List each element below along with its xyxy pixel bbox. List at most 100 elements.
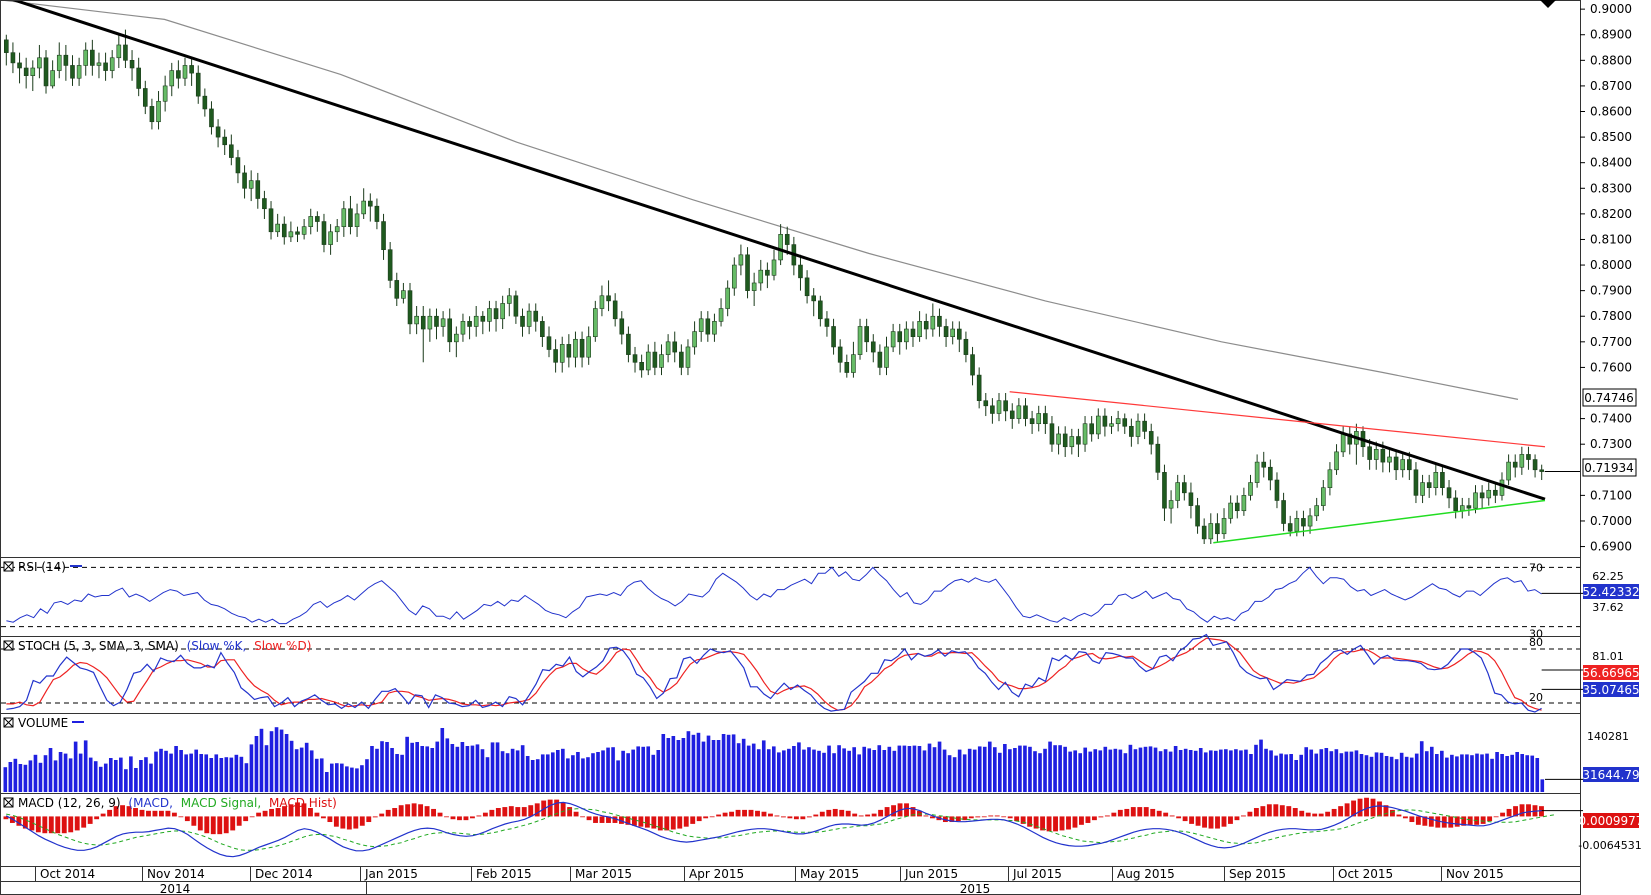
volume-bar bbox=[987, 741, 992, 792]
macd-hist-bar bbox=[1305, 812, 1311, 817]
candle-body bbox=[1413, 469, 1419, 496]
stoch-panel[interactable]: STOCH (5, 3, SMA, 3, SMA) (Slow %K, Slow… bbox=[1, 633, 1640, 713]
volume-bar bbox=[405, 736, 409, 792]
candle-body bbox=[811, 295, 817, 302]
macd-hist-bar bbox=[962, 816, 968, 821]
candle-body bbox=[361, 200, 366, 215]
volume-bar bbox=[1334, 749, 1339, 792]
rsi-close-icon[interactable] bbox=[3, 561, 14, 572]
volume-bar bbox=[88, 757, 93, 792]
candle-body bbox=[1208, 523, 1214, 540]
macd-hist-bar bbox=[606, 816, 611, 823]
candle-body bbox=[533, 310, 539, 322]
volume-bar bbox=[676, 740, 681, 792]
volume-bar bbox=[917, 746, 922, 792]
macd-panel[interactable]: MACD (12, 26, 9) (MACD, MACD Signal, MAC… bbox=[3, 796, 1644, 858]
macd-hist-bar bbox=[910, 807, 916, 817]
candle-body bbox=[540, 321, 545, 338]
macd-hist-bar bbox=[1325, 811, 1331, 817]
price-tick-label: 0.9000 bbox=[1590, 2, 1632, 16]
rsi-current-label: 52.42332 bbox=[1582, 585, 1639, 599]
month-label: Mar 2015 bbox=[575, 867, 632, 881]
candle-body bbox=[4, 39, 9, 53]
volume-bar bbox=[234, 754, 239, 792]
volume-bar bbox=[124, 769, 128, 792]
volume-bar bbox=[159, 748, 163, 792]
candle-body bbox=[1526, 454, 1531, 460]
candle-body bbox=[83, 49, 89, 66]
candle-body bbox=[321, 221, 327, 245]
volume-bar bbox=[837, 745, 841, 792]
volume-bar bbox=[972, 749, 977, 792]
macd-hist-bar bbox=[1130, 807, 1136, 817]
macd-hist-bar bbox=[722, 812, 728, 817]
candle-body bbox=[1506, 461, 1511, 481]
volume-bar bbox=[1510, 754, 1514, 792]
volume-bar bbox=[129, 756, 133, 792]
candle-body bbox=[897, 331, 903, 343]
macd-hist-bar bbox=[955, 816, 961, 822]
macd-hist-bar bbox=[891, 805, 897, 817]
volume-bar bbox=[460, 742, 465, 792]
macd-hist-bar bbox=[988, 815, 994, 817]
macd-hist-bar bbox=[625, 816, 631, 825]
volume-bar bbox=[510, 748, 515, 792]
volume-close-icon[interactable] bbox=[3, 717, 14, 728]
rsi-panel[interactable]: RSI (14) 70 30 62.25 37.62 52.42332 bbox=[1, 560, 1640, 641]
candle-body bbox=[606, 295, 611, 302]
candle-body bbox=[712, 321, 717, 335]
macd-close-icon[interactable] bbox=[3, 797, 14, 808]
macd-hist-bar bbox=[1001, 816, 1007, 818]
candle-body bbox=[96, 62, 102, 66]
month-label: Oct 2015 bbox=[1338, 867, 1393, 881]
candle-body bbox=[672, 341, 678, 353]
macd-hist-bar bbox=[424, 806, 430, 817]
volume-bar bbox=[1505, 756, 1509, 792]
candle-body bbox=[1095, 415, 1101, 435]
macd-hist-bar bbox=[81, 816, 87, 828]
macd-hist-bar bbox=[249, 816, 255, 818]
stoch-close-icon[interactable] bbox=[3, 640, 14, 651]
corner-arrow-icon[interactable] bbox=[1540, 0, 1556, 8]
candle-body bbox=[1182, 482, 1187, 494]
volume-bar bbox=[1374, 752, 1379, 792]
volume-bar bbox=[686, 731, 691, 792]
candle-body bbox=[1373, 449, 1379, 460]
candle-body bbox=[142, 88, 148, 107]
volume-bar bbox=[661, 734, 666, 792]
volume-bar bbox=[626, 753, 630, 792]
volume-bar bbox=[1023, 745, 1027, 792]
volume-bar bbox=[1294, 760, 1298, 792]
volume-bar bbox=[1234, 749, 1238, 792]
macd-hist-bar bbox=[469, 816, 475, 819]
price-tick-label: 0.7700 bbox=[1590, 335, 1632, 349]
volume-bar bbox=[1188, 750, 1193, 792]
volume-panel[interactable]: VOLUME 140281 50660 31644.79 bbox=[3, 716, 1640, 792]
candle-body bbox=[798, 264, 803, 279]
macd-hist-bar bbox=[236, 816, 242, 826]
volume-bar bbox=[98, 766, 103, 792]
volume-bar bbox=[284, 734, 289, 792]
macd-hist-bar bbox=[1351, 800, 1357, 817]
volume-bar bbox=[1073, 750, 1077, 792]
volume-bar bbox=[134, 768, 138, 792]
volume-bar bbox=[83, 740, 88, 792]
volume-bar bbox=[1103, 746, 1108, 792]
volume-bar bbox=[340, 763, 344, 792]
volume-bar bbox=[1118, 749, 1123, 792]
volume-bar bbox=[787, 748, 791, 792]
macd-hist-bar bbox=[929, 816, 935, 819]
macd-hist-bar bbox=[528, 805, 534, 817]
macd-hist-bar bbox=[884, 807, 890, 817]
rsi-level-30-label: 30 bbox=[1529, 628, 1543, 641]
candle-body bbox=[1274, 479, 1280, 501]
candle-body bbox=[844, 361, 850, 373]
candle-body bbox=[1129, 425, 1134, 437]
macd-hist-bar bbox=[113, 806, 119, 817]
candle-body bbox=[1069, 436, 1075, 448]
volume-bar bbox=[229, 757, 234, 792]
main-price-panel[interactable]: 0.9000 0.8900 0.8800 0.8700 0.8600 0.8500 0.84… bbox=[3, 0, 1637, 554]
candle-body bbox=[1016, 405, 1022, 419]
month-label: Oct 2014 bbox=[40, 867, 95, 881]
